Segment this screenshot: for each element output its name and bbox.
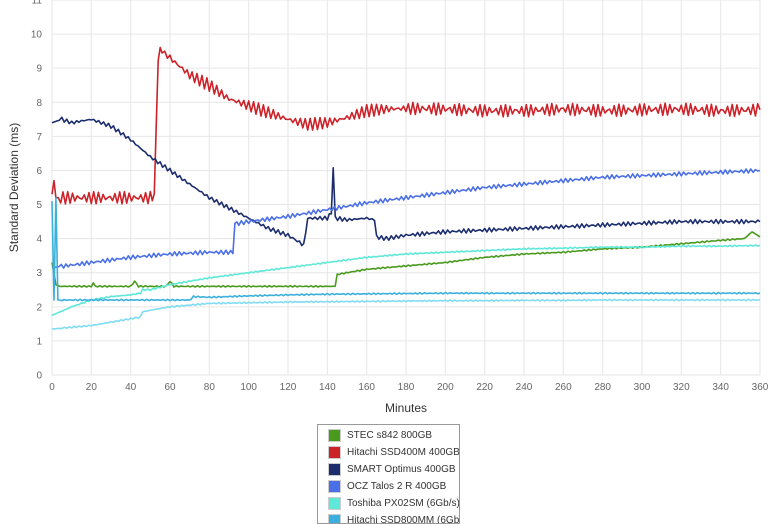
y-tick-label: 7 — [36, 132, 42, 143]
axis-ticks: 0 20 40 60 80 100 120 140 160 180 200 220 240 260 280 3… — [31, 0, 769, 393]
x-tick-label: 60 — [164, 382, 176, 393]
legend-label: OCZ Talos 2 R 400GB — [347, 481, 447, 492]
legend-swatch — [328, 429, 341, 442]
y-axis-title: Standard Deviation (ms) — [7, 123, 21, 252]
legend-swatch — [328, 497, 341, 510]
y-tick-label: 2 — [36, 302, 42, 313]
gridlines — [51, 0, 761, 376]
x-tick-label: 320 — [673, 382, 690, 393]
x-tick-label: 80 — [204, 382, 216, 393]
x-tick-label: 240 — [516, 382, 533, 393]
legend-label: STEC s842 800GB — [347, 430, 433, 441]
x-tick-label: 140 — [319, 382, 336, 393]
y-tick-label: 1 — [36, 336, 42, 347]
legend-swatch — [328, 463, 341, 476]
y-tick-label: 9 — [36, 64, 42, 75]
chart-legend: STEC s842 800GB Hitachi SSD400M 400GB SMAR… — [317, 424, 460, 524]
legend-item[interactable]: Toshiba PX02SM (6Gb/s) — [328, 495, 459, 512]
legend-swatch — [328, 446, 341, 459]
series-lines — [51, 46, 761, 330]
y-tick-label: 11 — [32, 0, 43, 7]
x-tick-label: 220 — [476, 382, 493, 393]
y-tick-label: 3 — [36, 268, 42, 279]
x-tick-label: 340 — [712, 382, 729, 393]
x-tick-label: 300 — [634, 382, 651, 393]
legend-item[interactable]: STEC s842 800GB — [328, 427, 459, 444]
x-tick-label: 120 — [280, 382, 297, 393]
x-tick-label: 360 — [752, 382, 769, 393]
y-tick-label: 8 — [36, 98, 42, 109]
series-line — [51, 46, 761, 205]
legend-label: Toshiba PX02SM (6Gb/s) — [347, 498, 460, 509]
y-tick-label: 10 — [31, 30, 43, 41]
x-tick-label: 100 — [240, 382, 257, 393]
x-tick-label: 260 — [555, 382, 572, 393]
legend-item[interactable]: SMART Optimus 400GB — [328, 461, 459, 478]
series-line — [51, 168, 761, 269]
legend-label: Hitachi SSD800MM (6Gb/s) — [347, 515, 460, 524]
series-line — [51, 244, 761, 317]
legend-item[interactable]: Hitachi SSD800MM (6Gb/s) — [328, 512, 460, 524]
legend-label: SMART Optimus 400GB — [347, 464, 456, 475]
x-tick-label: 180 — [398, 382, 415, 393]
x-tick-label: 20 — [86, 382, 98, 393]
legend-item[interactable]: OCZ Talos 2 R 400GB — [328, 478, 459, 495]
legend-swatch — [328, 480, 341, 493]
series-line — [51, 116, 761, 247]
series-line — [51, 196, 761, 302]
y-tick-label: 0 — [36, 371, 42, 382]
x-tick-label: 160 — [358, 382, 375, 393]
x-tick-label: 200 — [437, 382, 454, 393]
y-tick-label: 5 — [36, 200, 42, 211]
x-tick-label: 0 — [49, 382, 55, 393]
x-tick-label: 40 — [125, 382, 137, 393]
x-axis-title: Minutes — [385, 401, 427, 415]
y-tick-label: 6 — [36, 166, 42, 177]
series-line — [51, 231, 761, 288]
legend-label: Hitachi SSD400M 400GB — [347, 447, 460, 458]
series-line — [51, 298, 761, 330]
x-tick-label: 280 — [594, 382, 611, 393]
y-tick-label: 4 — [36, 234, 42, 245]
legend-item[interactable]: Hitachi SSD400M 400GB — [328, 444, 459, 461]
